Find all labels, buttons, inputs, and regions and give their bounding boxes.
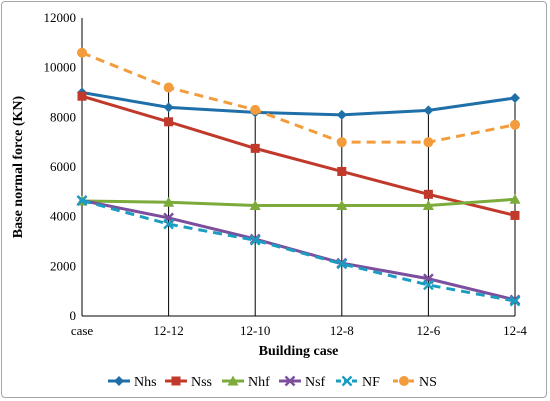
x-tick-label: 12-10: [240, 323, 270, 338]
series-line: [81, 94, 516, 217]
legend-label: Nhf: [248, 375, 270, 390]
data-point: [509, 295, 521, 307]
legend-label: Nsf: [305, 375, 326, 390]
data-point: [510, 92, 520, 103]
x-tick-labels: case 12-12 12-10 12-8 12-6 12-4: [71, 323, 528, 338]
data-point: [337, 166, 347, 176]
data-point: [77, 47, 87, 58]
series-line: [81, 199, 516, 302]
data-point: [249, 199, 261, 210]
data-point: [77, 91, 87, 101]
data-point: [250, 143, 260, 153]
data-point: [114, 376, 124, 386]
y-tick-label: 6000: [50, 159, 76, 174]
legend-item: NS: [393, 375, 437, 390]
series-ns: [77, 47, 520, 148]
legend-item: NF: [336, 375, 380, 390]
data-point: [164, 117, 174, 127]
data-point: [509, 193, 521, 204]
x-axis-title: Building case: [259, 344, 339, 359]
x-tick-label: case: [71, 323, 94, 338]
y-axis-title: Base normal force (KN): [11, 95, 26, 238]
data-point: [250, 104, 261, 115]
y-tick-label: 8000: [50, 109, 76, 124]
data-point: [510, 210, 520, 220]
y-tick-label: 0: [70, 308, 77, 323]
data-point: [163, 102, 174, 113]
legend-label: Nhs: [134, 375, 157, 390]
series-nf: [76, 195, 521, 307]
y-tick-label: 12000: [44, 10, 77, 25]
legend-item: Nhf: [222, 375, 270, 390]
data-point: [341, 375, 353, 387]
legend-item: Nhs: [108, 375, 157, 390]
legend-label: NS: [419, 375, 437, 390]
series-lines: [76, 47, 521, 307]
data-point: [284, 375, 296, 387]
legend-label: Nss: [191, 375, 212, 390]
y-tick-labels: 0 2000 4000 6000 8000 10000 12000: [44, 10, 77, 323]
x-tick-label: 12-4: [503, 323, 527, 338]
data-point: [163, 218, 174, 230]
data-point: [336, 109, 347, 120]
x-tick-label: 12-12: [153, 323, 183, 338]
series-line: [81, 51, 516, 144]
data-point: [227, 375, 239, 386]
series-nss: [77, 91, 520, 220]
data-point: [249, 234, 261, 246]
data-point: [336, 199, 348, 210]
data-point: [76, 195, 88, 206]
legend-item: Nss: [165, 375, 212, 390]
data-point: [423, 189, 433, 199]
y-tick-label: 4000: [50, 209, 76, 224]
data-point: [423, 105, 434, 116]
y-tick-label: 2000: [50, 258, 76, 273]
y-tick-label: 10000: [44, 60, 77, 75]
data-point: [163, 196, 175, 207]
series-line: [81, 197, 516, 207]
data-point: [422, 199, 434, 210]
x-tick-label: 12-6: [416, 323, 440, 338]
data-point: [510, 119, 520, 130]
data-point: [336, 137, 347, 148]
series-line: [81, 91, 516, 117]
data-point: [423, 137, 434, 148]
data-point: [399, 376, 409, 386]
data-point: [423, 279, 434, 291]
legend-label: NF: [362, 375, 380, 390]
data-point: [171, 376, 181, 386]
legend: Nhs Nss Nhf Nsf NF NS: [108, 375, 437, 390]
legend-item: Nsf: [279, 375, 326, 390]
data-point: [336, 258, 348, 270]
data-point: [163, 82, 174, 93]
x-tick-label: 12-8: [330, 323, 354, 338]
